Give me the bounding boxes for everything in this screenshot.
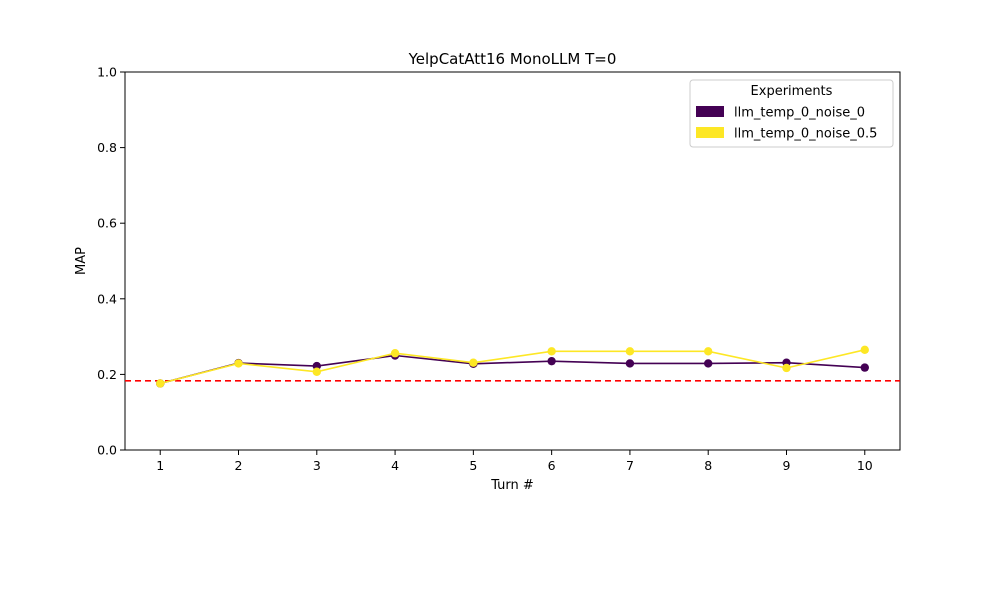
x-tick-label: 5 (469, 458, 477, 473)
y-axis: 0.0 0.2 0.4 0.6 0.8 1.0 (97, 65, 125, 458)
x-axis-label: Turn # (490, 478, 534, 493)
x-tick-label: 6 (548, 458, 556, 473)
data-point (704, 359, 713, 368)
y-tick-label: 0.8 (97, 140, 117, 155)
y-tick-label: 0.4 (97, 291, 117, 306)
legend-label: llm_temp_0_noise_0 (734, 106, 865, 121)
x-tick-label: 8 (704, 458, 712, 473)
data-point (625, 359, 635, 368)
chart-title: YelpCatAtt16 MonoLLM T=0 (408, 50, 617, 68)
data-point (156, 379, 165, 388)
y-tick-label: 0.6 (97, 216, 117, 231)
x-tick-label: 7 (626, 458, 634, 473)
legend-frame (689, 79, 894, 148)
data-point (312, 367, 321, 376)
data-point (860, 363, 869, 372)
x-axis: 1 2 3 4 5 6 7 8 9 10 (156, 450, 873, 473)
y-tick-label: 0.2 (97, 367, 117, 382)
data-point (234, 359, 243, 368)
x-tick-label: 9 (783, 458, 791, 473)
data-point (469, 358, 478, 367)
plot-frame (124, 71, 901, 451)
data-point (390, 349, 400, 358)
legend: Experiments llm_temp_0_noise_0llm_temp_0… (689, 79, 894, 148)
series-group (156, 345, 869, 388)
series-line (160, 354, 865, 385)
x-tick-label: 1 (156, 458, 164, 473)
data-point (625, 347, 635, 356)
legend-swatch (696, 106, 724, 117)
data-point (782, 363, 791, 373)
series-line (160, 349, 865, 385)
x-tick-label: 4 (391, 458, 399, 473)
plot-area (124, 71, 901, 451)
legend-entries: llm_temp_0_noise_0 llm_temp_0_noise_0.5 (696, 106, 877, 142)
y-axis-label: MAP (74, 247, 89, 275)
data-point (704, 347, 713, 356)
x-tick-label: 10 (857, 458, 873, 473)
data-point (547, 356, 556, 366)
legend-title: Experiments (751, 84, 833, 99)
x-tick-label: 3 (313, 458, 321, 473)
data-point (547, 347, 556, 356)
x-tick-label: 2 (235, 458, 243, 473)
legend-label: llm_temp_0_noise_0.5 (734, 127, 877, 142)
data-point (860, 345, 869, 355)
y-tick-label: 0.0 (97, 443, 117, 458)
legend-swatch (696, 127, 724, 138)
series-llm_temp_0_noise_0.5 (156, 345, 869, 388)
y-tick-label: 1.0 (97, 65, 117, 80)
